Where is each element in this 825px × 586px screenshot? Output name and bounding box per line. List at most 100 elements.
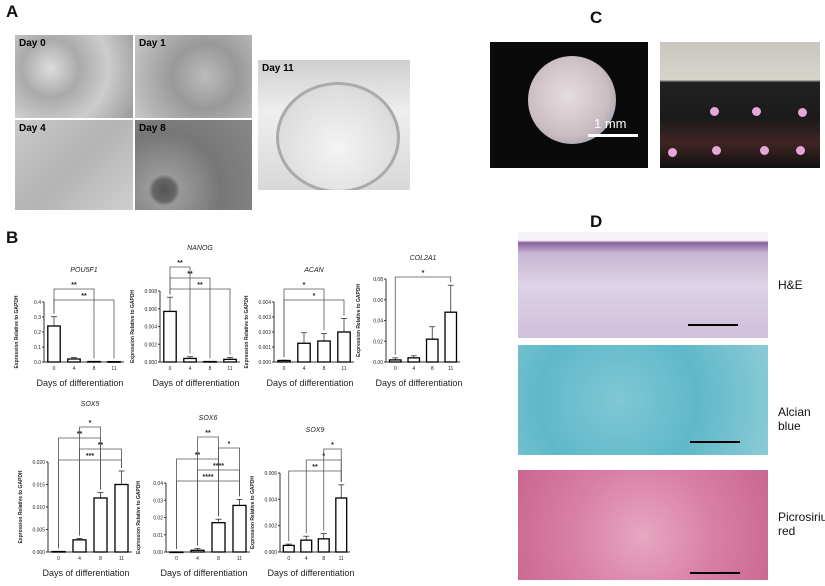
x-tick-label: 11 [119,556,124,562]
bar-day-0 [277,359,291,363]
bar-day-8 [211,522,226,553]
bar-day-4 [72,539,87,553]
day-label: Day 11 [262,63,294,74]
disc [668,148,677,157]
chart-nanog: NANOG 0.000 0.002 0.004 0.006 0.008 Expression… [130,245,240,388]
y-tick-label: 0.002 [258,330,271,336]
x-tick-label: 11 [237,556,242,562]
x-tick-label: 4 [78,556,81,562]
y-tick-label: 0.0 [34,360,41,366]
y-tick-label: 0.00 [373,360,383,366]
y-tick-label: 0.02 [153,516,163,522]
significance-bracket [53,299,115,359]
y-tick-label: 0.000 [32,550,45,556]
day-label: Day 4 [19,123,46,134]
disc [760,146,769,155]
panel-label-d: D [590,212,603,231]
x-axis-label: Days of differentiation [37,378,124,388]
chart-title: SOX5 [81,401,100,408]
y-tick-label: 0.000 [264,550,277,556]
bar-day-8 [203,360,217,363]
y-tick-label: 0.004 [258,300,271,306]
y-tick-label: 0.4 [34,300,41,306]
y-tick-label: 0.000 [258,360,271,366]
significance-label: * [89,420,92,427]
disc [710,107,719,116]
significance-label: ** [312,464,318,471]
significance-label: * [303,282,306,289]
chart-col2a1: COL2A1 0.00 0.02 0.04 0.06 0.08 Expression Rel… [356,255,462,388]
bar-day-0 [388,359,402,363]
y-tick-label: 0.001 [258,345,271,351]
y-axis-label: Expression Relative to GAPDH [130,290,136,363]
bar-day-11 [444,311,458,363]
significance-label: * [422,270,425,277]
day-label: Day 8 [139,123,166,134]
y-axis-label: Expression Relative to GAPDH [14,295,20,368]
x-axis-label: Days of differentiation [161,568,248,578]
significance-bracket [394,276,452,355]
x-axis-label: Days of differentiation [153,378,240,388]
x-axis-label: Days of differentiation [268,568,354,578]
y-axis-label: Expression Relative to GAPDH [250,476,256,549]
bar-day-11 [107,361,121,363]
significance-label: ** [77,431,83,438]
bar-day-8 [93,497,108,553]
y-tick-label: 0.3 [34,315,41,321]
chart-title: COL2A1 [410,255,437,262]
panel-label-b: B [6,228,19,247]
x-tick-label: 11 [448,366,453,372]
bar-day-0 [282,544,295,553]
x-tick-label: 0 [53,366,56,372]
significance-bracket [176,480,240,549]
y-tick-label: 0.01 [153,533,163,539]
chart-sox5: SOX5 0.000 0.005 0.010 0.015 0.020 Expression … [18,401,132,578]
bar-day-11 [337,331,351,363]
significance-bracket [169,277,211,359]
scale-bar [588,134,638,137]
bar-day-4 [190,549,205,553]
chart-title: SOX9 [306,427,325,434]
bar-day-11 [223,358,237,363]
micrograph-day-0: Day 0 [15,35,133,118]
bar-day-8 [425,338,439,363]
x-tick-label: 11 [111,366,116,372]
bar-day-8 [317,340,331,363]
scale-label: 1 mm [594,116,627,131]
significance-label: * [228,441,231,448]
y-axis-label: Expression Relative to GAPDH [18,470,24,543]
x-tick-label: 0 [283,366,286,372]
y-axis-label: Expression Relative to GAPDH [356,284,362,357]
y-tick-label: 0.015 [32,483,45,489]
scale-bar [690,441,740,443]
significance-label: ** [98,442,104,449]
y-tick-label: 0.02 [373,339,383,345]
significance-label: * [313,293,316,300]
x-axis-label: Days of differentiation [267,378,354,388]
x-tick-label: 0 [394,366,397,372]
y-tick-label: 0.020 [32,460,45,466]
bar-day-8 [317,538,330,553]
bar-day-4 [297,342,311,363]
micrograph-day-4: Day 4 [15,120,133,210]
y-axis-label: Expression Relative to GAPDH [244,295,250,368]
y-tick-label: 0.1 [34,345,41,351]
y-tick-label: 0.002 [264,524,277,530]
histology-picrosirius-red [518,460,768,580]
micrograph-day-8: Day 8 [135,120,252,210]
significance-bracket [283,299,345,358]
bar-day-0 [51,550,66,553]
chart-title: ACAN [303,267,324,274]
x-tick-label: 0 [169,366,172,372]
significance-label: *** [86,453,94,460]
stain-label-picrosirius-red: Picrosirius red [778,510,825,538]
micrograph-day-1: Day 1 [135,35,252,118]
disc [798,108,807,117]
y-axis-label: Expression Relative to GAPDH [136,481,142,554]
x-tick-label: 4 [412,366,415,372]
bar-day-0 [47,325,61,363]
scale-bar [690,572,740,574]
panel-label-c: C [590,8,603,27]
bar-day-0 [169,551,184,554]
